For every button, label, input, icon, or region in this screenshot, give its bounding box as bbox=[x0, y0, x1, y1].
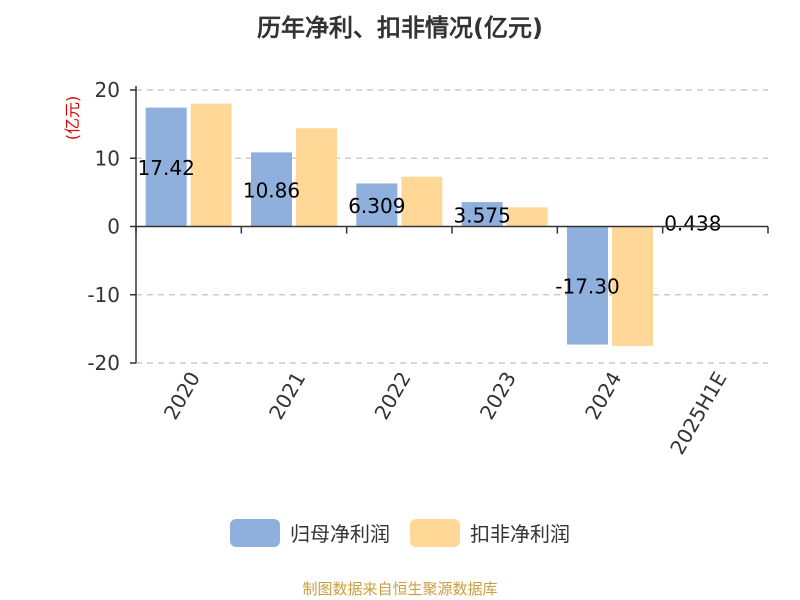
data-label: 17.42 bbox=[138, 156, 195, 180]
x-tick-label: 2020 bbox=[159, 368, 205, 424]
x-tick-label: 2021 bbox=[264, 368, 310, 424]
bar-deducted-profit-2022 bbox=[401, 176, 443, 227]
bar-net-profit-2022 bbox=[356, 183, 398, 227]
x-tick-label: 2022 bbox=[369, 368, 415, 424]
data-label: 6.309 bbox=[348, 194, 405, 218]
legend: 归母净利润 扣非净利润 bbox=[0, 518, 800, 547]
data-label: -17.30 bbox=[555, 275, 619, 299]
bar-net-profit-2021 bbox=[251, 152, 292, 227]
y-tick-label: -20 bbox=[87, 351, 120, 375]
x-tick-label: 2023 bbox=[475, 368, 521, 424]
bar-net-profit-2023 bbox=[461, 202, 503, 227]
x-tick-label: 2024 bbox=[580, 368, 626, 424]
source-note: 制图数据来自恒生聚源数据库 bbox=[302, 580, 498, 598]
y-tick-label: -10 bbox=[87, 283, 120, 307]
bar-net-profit-2024 bbox=[567, 226, 608, 345]
data-label: 10.86 bbox=[243, 178, 300, 202]
bar-deducted-profit-2021 bbox=[296, 128, 337, 227]
bars bbox=[145, 103, 759, 346]
bar-net-profit-2020 bbox=[145, 107, 187, 227]
legend-item-deducted-profit[interactable]: 扣非净利润 bbox=[410, 518, 570, 547]
legend-label-deducted-profit: 扣非净利润 bbox=[470, 522, 570, 546]
legend-swatch-deducted-profit bbox=[410, 518, 460, 547]
y-axis-label: (亿元) bbox=[63, 96, 82, 141]
y-tick-label: 20 bbox=[95, 78, 120, 102]
legend-item-net-profit[interactable]: 归母净利润 bbox=[230, 518, 390, 547]
data-label: 3.575 bbox=[454, 203, 511, 227]
y-tick-label: 0 bbox=[107, 215, 120, 239]
legend-swatch-net-profit bbox=[230, 518, 280, 547]
y-tick-label: 10 bbox=[95, 146, 120, 170]
bar-deducted-profit-2024 bbox=[612, 226, 653, 346]
data-labels: 17.42 10.86 6.309 3.575 -17.30 0.438 bbox=[138, 156, 722, 298]
x-tick-label: 2025H1E bbox=[665, 368, 731, 459]
data-label: 0.438 bbox=[664, 212, 721, 236]
bar-deducted-profit-2020 bbox=[190, 103, 232, 227]
bar-deducted-profit-2023 bbox=[506, 207, 548, 227]
legend-label-net-profit: 归母净利润 bbox=[290, 522, 390, 546]
chart-title: 历年净利、扣非情况(亿元) bbox=[257, 14, 543, 42]
